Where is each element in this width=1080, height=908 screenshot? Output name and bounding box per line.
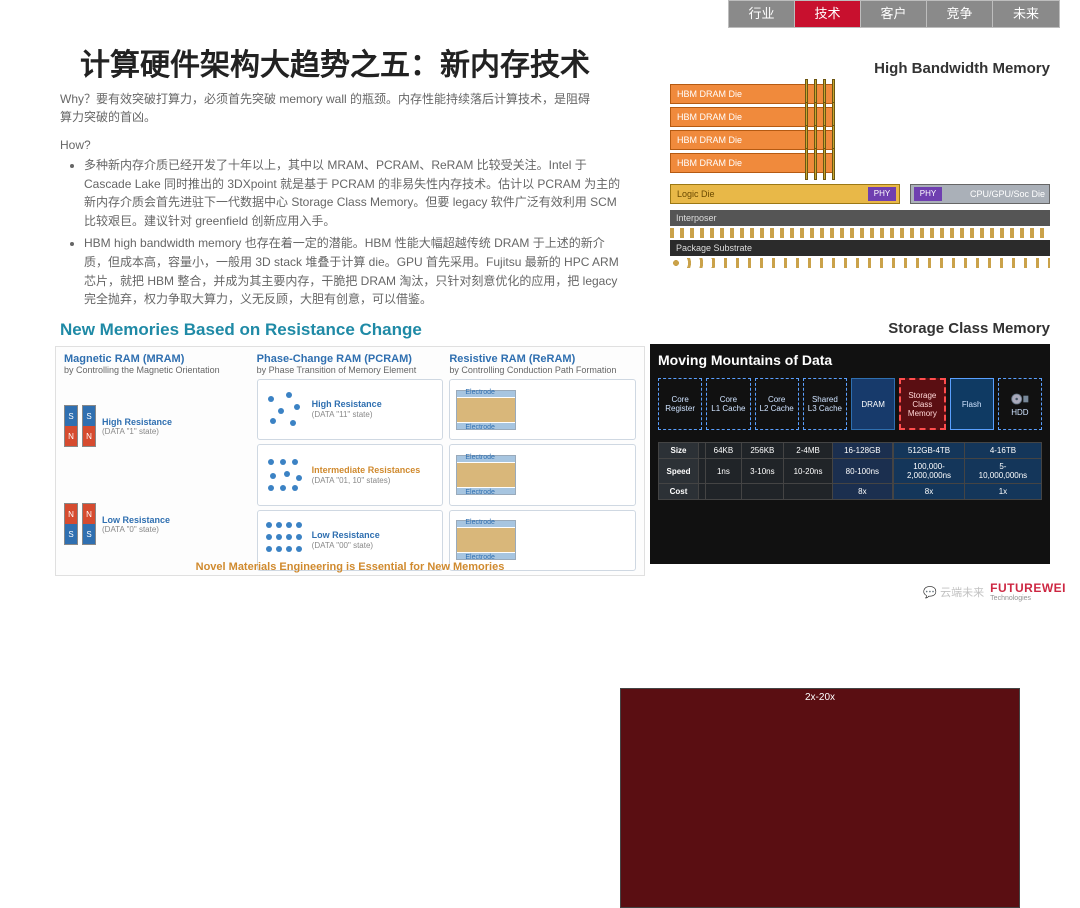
hier-flash: Flash: [950, 378, 994, 430]
hbm-dram-die: HBM DRAM Die: [670, 130, 835, 150]
hier-hdd: HDD: [998, 378, 1042, 430]
hbm-substrate: Package Substrate: [670, 240, 1050, 256]
reram-row-1: Electrode Electrode: [449, 379, 636, 440]
col-mram: Magnetic RAM (MRAM) by Controlling the M…: [64, 353, 251, 571]
tab-technology[interactable]: 技术: [795, 1, 861, 27]
hbm-interposer: Interposer: [670, 210, 1050, 226]
hbm-diagram: HBM DRAM Die HBM DRAM Die HBM DRAM Die H…: [670, 84, 1050, 274]
scm-hierarchy: Core RegisterCore L1 CacheCore L2 CacheS…: [658, 378, 1042, 430]
mram-low: NS NS Low Resistance (DATA "0" state): [64, 477, 251, 571]
mram-title: Magnetic RAM (MRAM): [64, 353, 251, 365]
hier-cache: Shared L3 Cache: [803, 378, 847, 430]
slide-title: 计算硬件架构大趋势之五：新内存技术: [80, 40, 590, 84]
reram-sub: by Controlling Conduction Path Formation: [449, 365, 636, 375]
hbm-heading: High Bandwidth Memory: [874, 60, 1050, 77]
futurewei-logo: FUTUREWEI Technologies: [990, 581, 1066, 602]
tab-compete[interactable]: 竞争: [927, 1, 993, 27]
top-nav-tabs: 行业 技术 客户 竞争 未来: [728, 0, 1060, 28]
bullet-1: 多种新内存介质已经开发了十年以上，其中以 MRAM、PCRAM、ReRAM 比较…: [84, 156, 625, 230]
hier-dram: DRAM: [851, 378, 895, 430]
reram-title: Resistive RAM (ReRAM): [449, 353, 636, 365]
reram-diagram-icon: Electrode Electrode: [456, 455, 516, 495]
hier-cache: Core L1 Cache: [706, 378, 750, 430]
reram-diagram-icon: Electrode Electrode: [456, 520, 516, 560]
hier-cache: Core L2 Cache: [755, 378, 799, 430]
scm-panel-title: Moving Mountains of Data: [658, 352, 1042, 368]
hbm-solder-balls-icon: [670, 258, 1050, 268]
pcram-sub: by Phase Transition of Memory Element: [257, 365, 444, 375]
watermark: 💬 云端未来 FUTUREWEI Technologies: [923, 581, 1066, 602]
new-memories-panel: Magnetic RAM (MRAM) by Controlling the M…: [55, 346, 645, 576]
pcram-high: High Resistance (DATA "11" state): [257, 379, 444, 440]
scm-heading: Storage Class Memory: [888, 320, 1050, 337]
how-bullets: 多种新内存介质已经开发了十年以上，其中以 MRAM、PCRAM、ReRAM 比较…: [70, 156, 625, 313]
pcram-mid: Intermediate Resistances (DATA "01, 10" …: [257, 444, 444, 505]
scm-panel: Moving Mountains of Data Core RegisterCo…: [650, 344, 1050, 564]
mram-high: SN SN High Resistance (DATA "1" state): [64, 379, 251, 473]
reram-row-2: Electrode Electrode: [449, 444, 636, 505]
col-reram: Resistive RAM (ReRAM) by Controlling Con…: [449, 353, 636, 571]
left-section-heading: New Memories Based on Resistance Change: [60, 320, 422, 340]
scm-metrics-table: Size64KB256KB2-4MB16-128GB128GB-1TB512GB…: [658, 442, 1042, 500]
pcram-title: Phase-Change RAM (PCRAM): [257, 353, 444, 365]
hbm-dram-die: HBM DRAM Die: [670, 107, 835, 127]
hbm-dram-stack: HBM DRAM Die HBM DRAM Die HBM DRAM Die H…: [670, 84, 835, 176]
tab-future[interactable]: 未来: [993, 1, 1059, 27]
mram-sub: by Controlling the Magnetic Orientation: [64, 365, 251, 375]
hbm-logic-die: Logic Die PHY: [670, 184, 900, 204]
why-paragraph: Why？要有效突破打算力，必须首先突破 memory wall 的瓶颈。内存性能…: [60, 90, 600, 126]
tab-customer[interactable]: 客户: [861, 1, 927, 27]
dots-amorphous: [264, 390, 304, 430]
wechat-name: 💬 云端未来: [923, 584, 984, 600]
hbm-phy-left: PHY: [868, 187, 896, 201]
hbm-dram-die: HBM DRAM Die: [670, 84, 835, 104]
hbm-microbumps-icon: [670, 228, 1050, 238]
left-panel-footer: Novel Materials Engineering is Essential…: [56, 561, 644, 573]
hbm-phy-right: PHY: [914, 187, 942, 201]
reram-diagram-icon: Electrode Electrode: [456, 390, 516, 430]
tab-industry[interactable]: 行业: [729, 1, 795, 27]
dots-mid: [264, 455, 304, 495]
col-pcram: Phase-Change RAM (PCRAM) by Phase Transi…: [257, 353, 444, 571]
hier-scm: Storage Class Memory: [899, 378, 945, 430]
hbm-cpu-die: PHY CPU/GPU/Soc Die: [910, 184, 1050, 204]
bullet-2: HBM high bandwidth memory 也存在着一定的潜能。HBM …: [84, 234, 625, 308]
hier-cache: Core Register: [658, 378, 702, 430]
hbm-dram-die: HBM DRAM Die: [670, 153, 835, 173]
dots-crystalline: [264, 520, 304, 560]
how-label: How?: [60, 138, 91, 152]
